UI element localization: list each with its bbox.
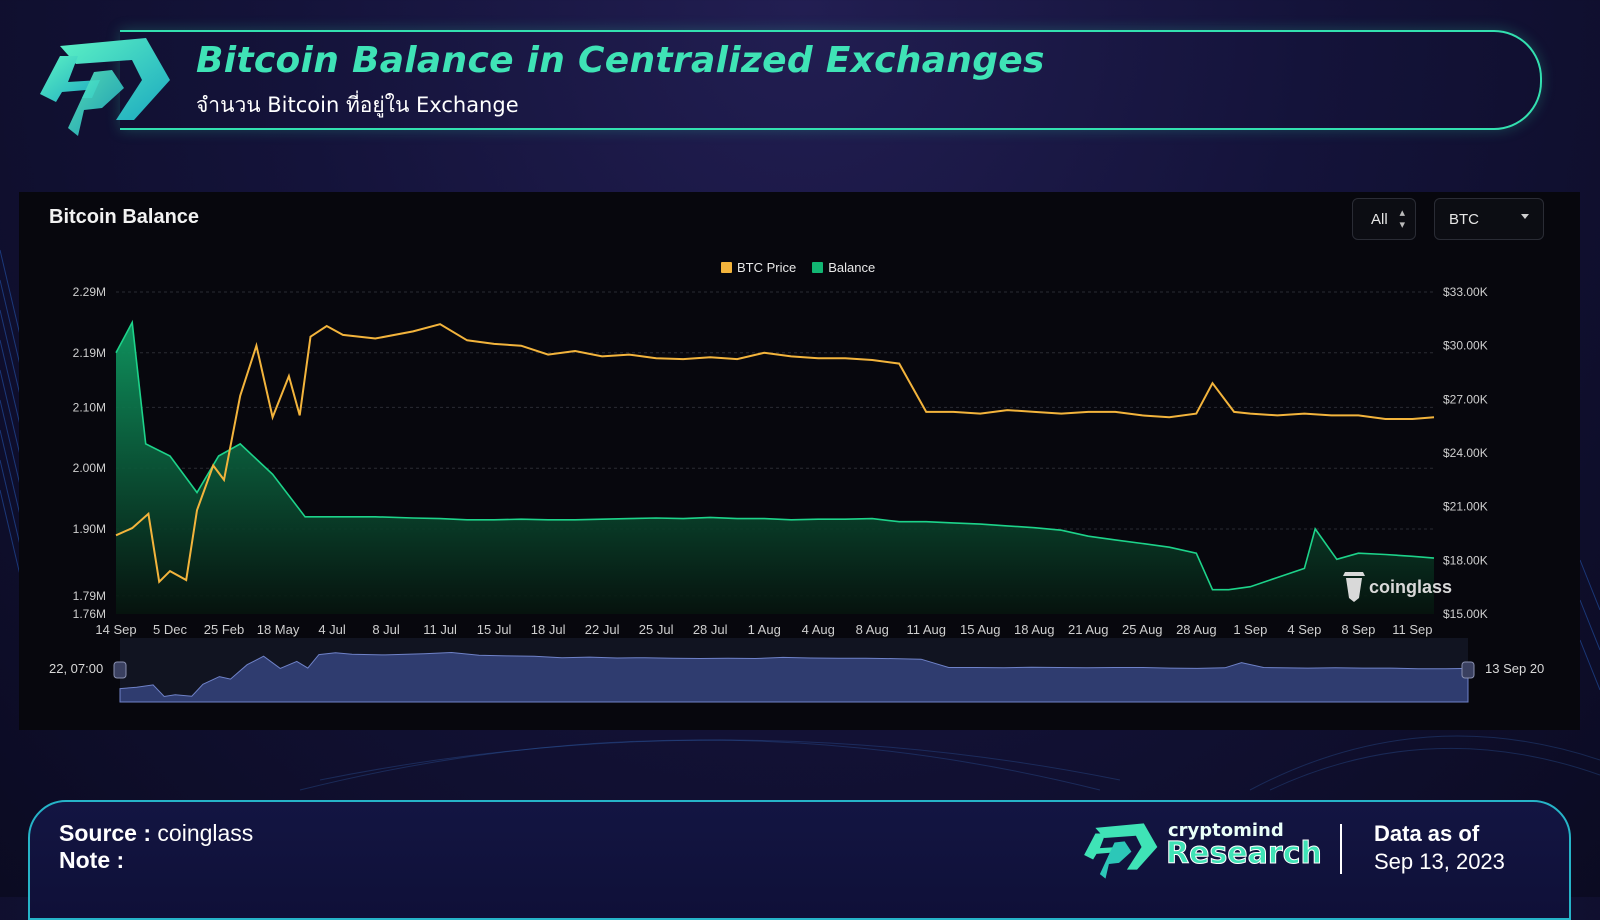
y-left-tick-label: 1.79M	[73, 589, 106, 603]
x-tick-label: 11 Sep	[1392, 622, 1432, 637]
x-tick-label: 5 Dec	[153, 622, 187, 637]
x-tick-label: 21 Aug	[1068, 622, 1109, 637]
header-frame	[120, 30, 1542, 130]
x-tick-label: 22 Jul	[585, 622, 620, 637]
x-tick-label: 1 Aug	[748, 622, 781, 637]
x-tick-label: 18 Jul	[531, 622, 566, 637]
footer-divider	[1340, 824, 1342, 874]
x-tick-label: 4 Jul	[318, 622, 346, 637]
x-tick-label: 1 Sep	[1233, 622, 1267, 637]
y-left-tick-label: 2.29M	[73, 285, 106, 299]
source-line: Source : coinglass	[59, 820, 253, 847]
x-tick-label: 15 Aug	[960, 622, 1001, 637]
asset-select[interactable]: BTC	[1434, 198, 1544, 240]
asset-select-value: BTC	[1449, 210, 1479, 228]
navigator-handle-left[interactable]	[113, 661, 127, 679]
footer-logo-icon	[1084, 823, 1158, 879]
updown-chevron-icon: ▴ ▾	[1399, 207, 1405, 231]
x-tick-label: 18 Aug	[1014, 622, 1055, 637]
legend-label-balance: Balance	[828, 260, 876, 275]
y-right-tick-label: $33.00K	[1443, 285, 1488, 299]
y-right-tick-label: $27.00K	[1443, 392, 1488, 406]
source-value: coinglass	[157, 820, 254, 846]
x-tick-label: 25 Feb	[204, 622, 244, 637]
legend-label-price: BTC Price	[737, 260, 797, 275]
navigator-end-label: 13 Sep 20	[1485, 661, 1544, 676]
cryptomind-logo-icon	[40, 38, 170, 136]
coinglass-watermark: coinglass	[1343, 572, 1452, 602]
legend-swatch-balance	[812, 262, 824, 273]
data-as-of-date: Sep 13, 2023	[1374, 849, 1505, 874]
y-left-tick-label: 1.76M	[73, 607, 106, 621]
y-left-tick-label: 2.00M	[73, 461, 106, 475]
caret-down-icon	[1521, 214, 1529, 219]
x-tick-label: 11 Aug	[906, 622, 946, 637]
x-tick-label: 28 Jul	[693, 622, 728, 637]
coinglass-logo-icon	[1343, 572, 1365, 602]
source-label: Source :	[59, 820, 152, 846]
x-tick-label: 18 May	[257, 622, 300, 637]
navigator-area	[119, 651, 1469, 703]
y-right-tick-label: $30.00K	[1443, 339, 1488, 353]
brand-name-small: cryptomind	[1168, 820, 1284, 841]
y-left-tick-label: 2.19M	[73, 346, 106, 360]
balance-line	[115, 319, 1435, 591]
x-tick-label: 8 Sep	[1341, 622, 1375, 637]
chart-panel: Bitcoin Balance All ▴ ▾ BTC BTC Price Bal…	[19, 192, 1580, 730]
x-tick-label: 11 Jul	[423, 622, 457, 637]
x-tick-label: 14 Sep	[95, 622, 136, 637]
btc-price-line	[115, 323, 1435, 584]
x-tick-label: 8 Jul	[372, 622, 400, 637]
x-tick-label: 25 Jul	[639, 622, 674, 637]
balance-area	[116, 322, 1434, 614]
x-tick-label: 8 Aug	[856, 622, 889, 637]
legend-item-btc-price[interactable]: BTC Price	[721, 260, 796, 275]
note-line: Note :	[59, 847, 124, 874]
y-right-tick-label: $24.00K	[1443, 446, 1488, 460]
range-select-value: All	[1371, 210, 1388, 228]
note-label: Note :	[59, 847, 125, 873]
y-right-tick-label: $15.00K	[1443, 607, 1488, 621]
brand-name-big: Research	[1166, 836, 1323, 872]
watermark-text: coinglass	[1369, 577, 1452, 597]
x-tick-label: 4 Aug	[802, 622, 835, 637]
x-tick-label: 25 Aug	[1122, 622, 1163, 637]
chart-legend: BTC Price Balance	[721, 260, 875, 275]
x-tick-label: 4 Sep	[1287, 622, 1321, 637]
navigator-start-label: 22, 07:00	[49, 661, 103, 676]
legend-swatch-price	[721, 262, 732, 273]
navigator-handle-right[interactable]	[1461, 661, 1475, 679]
page-title: Bitcoin Balance in Centralized Exchanges	[196, 40, 1045, 81]
chart-panel-title: Bitcoin Balance	[49, 206, 200, 228]
data-as-of-label: Data as of	[1374, 821, 1480, 846]
y-left-tick-label: 1.90M	[73, 522, 106, 536]
chart-svg[interactable]: 2.29M 2.19M 2.10M 2.00M 1.90M 1.79M 1.76M $33.…	[19, 192, 1580, 730]
legend-item-balance[interactable]: Balance	[812, 260, 875, 275]
x-tick-label: 28 Aug	[1176, 622, 1217, 637]
y-right-tick-label: $21.00K	[1443, 500, 1488, 514]
y-right-tick-label: $18.00K	[1443, 553, 1488, 567]
page-subtitle: จำนวน Bitcoin ที่อยู่ใน Exchange	[196, 93, 519, 117]
y-left-tick-label: 2.10M	[73, 400, 106, 414]
range-select[interactable]: All ▴ ▾	[1352, 198, 1416, 240]
x-tick-label: 15 Jul	[477, 622, 512, 637]
